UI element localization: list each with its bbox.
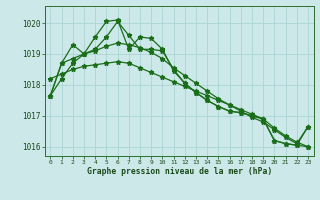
X-axis label: Graphe pression niveau de la mer (hPa): Graphe pression niveau de la mer (hPa) xyxy=(87,167,272,176)
